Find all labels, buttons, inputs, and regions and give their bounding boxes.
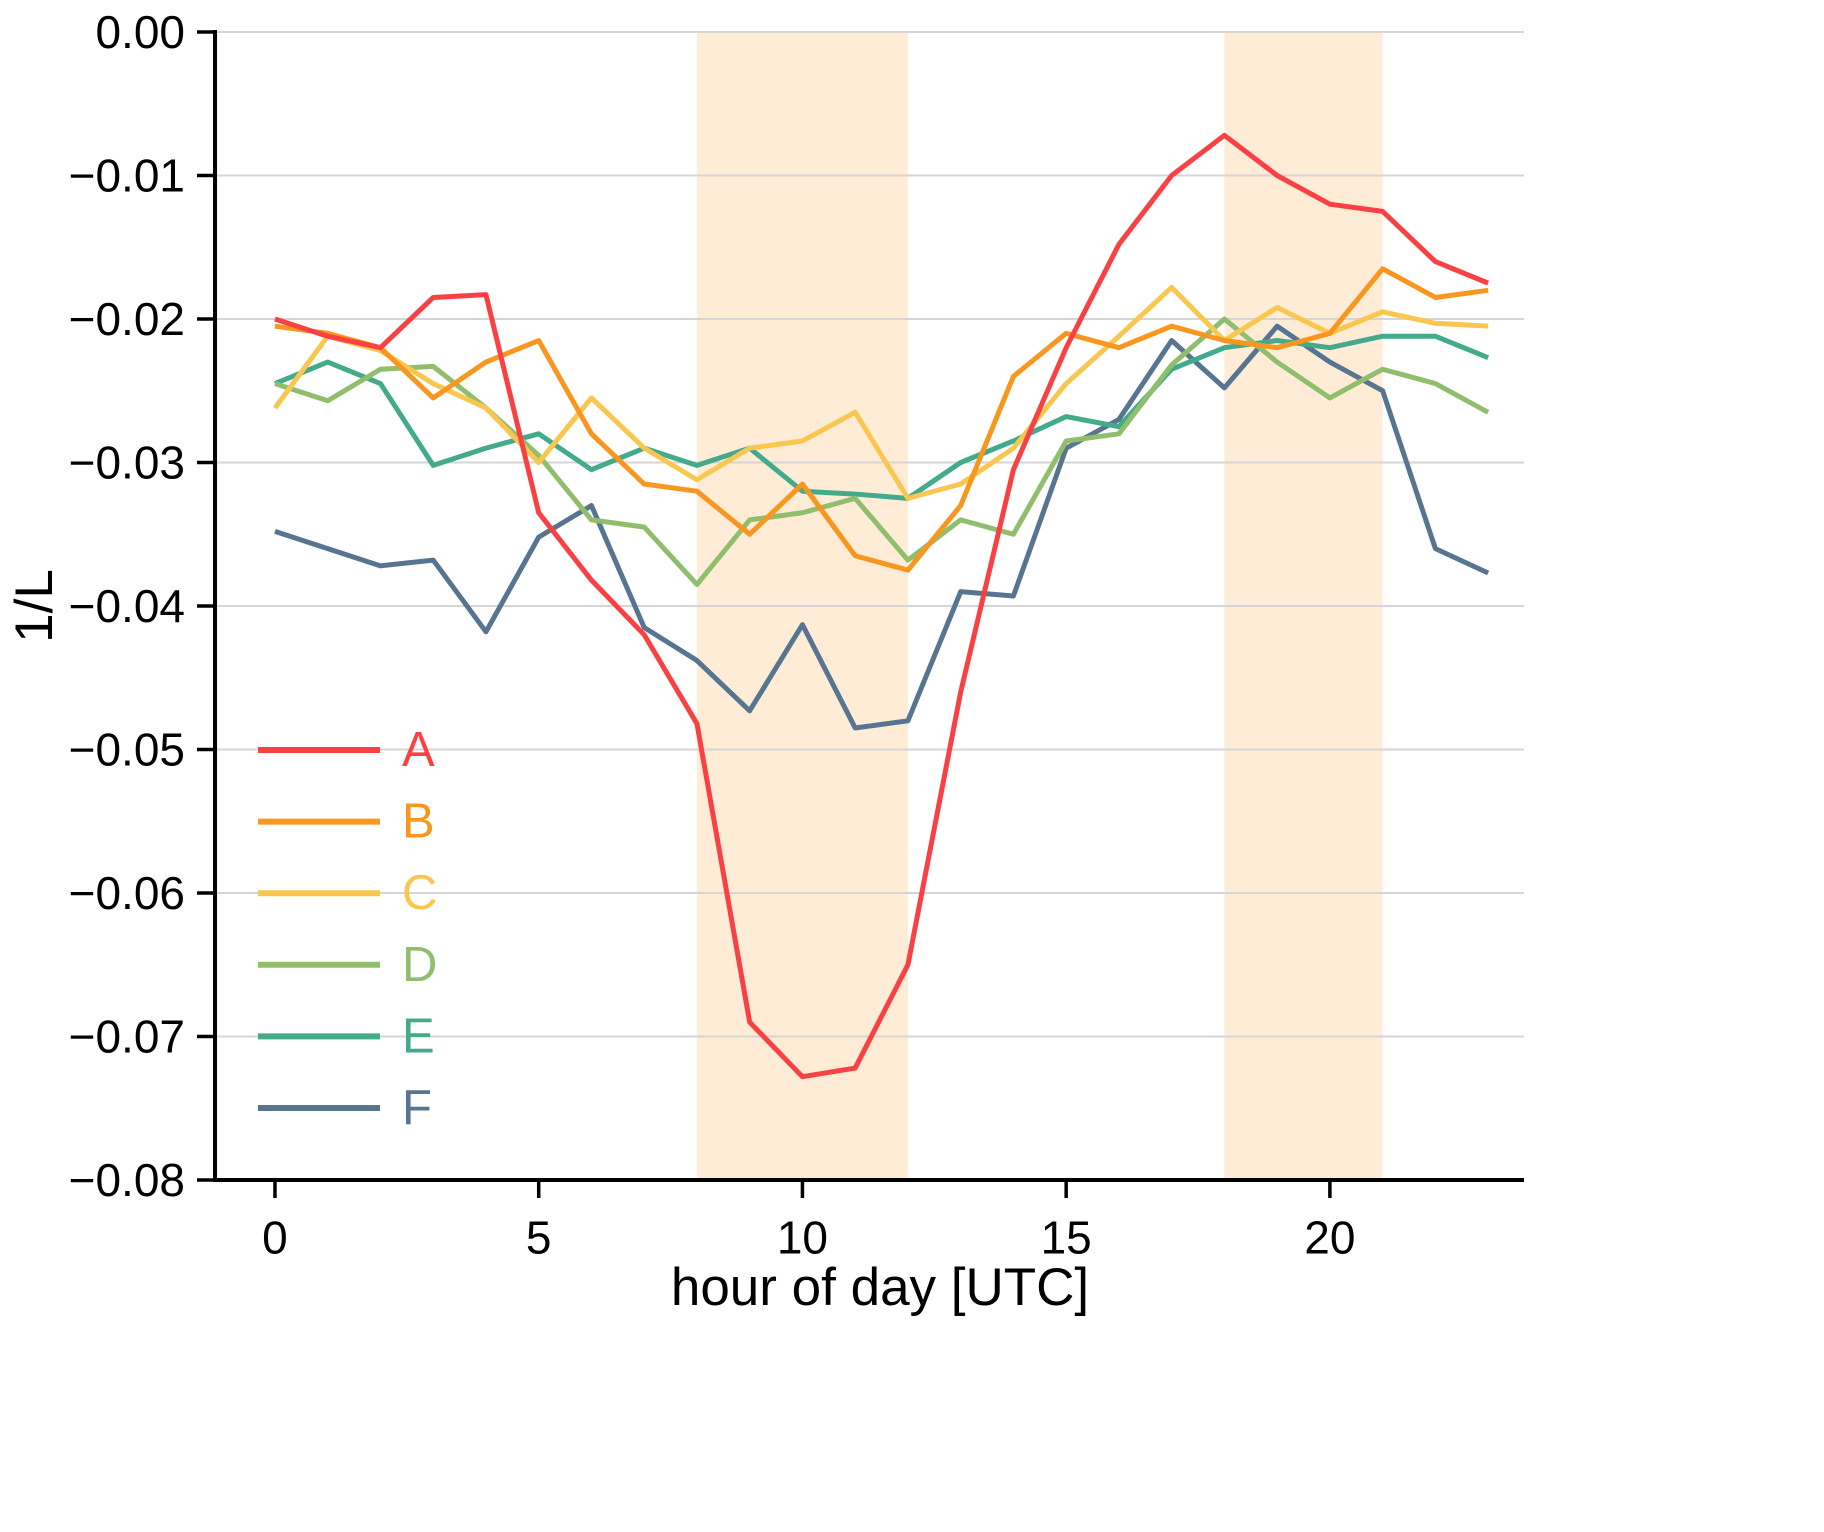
legend-label-A: A <box>402 723 435 777</box>
legend-item-B: B <box>258 795 435 849</box>
y-tick-label: −0.07 <box>69 1011 185 1063</box>
y-tick-label: −0.06 <box>69 867 185 919</box>
x-tick-label: 10 <box>777 1212 828 1264</box>
legend-label-B: B <box>402 795 435 849</box>
y-tick-label: −0.02 <box>69 293 185 345</box>
y-tick-label: −0.05 <box>69 724 185 776</box>
series-line-B <box>274 266 1489 573</box>
legend-item-F: F <box>258 1081 432 1135</box>
x-tick-label: 5 <box>526 1212 552 1264</box>
y-tick-label: −0.08 <box>69 1154 185 1206</box>
legend-item-D: D <box>258 938 437 992</box>
series-line-D <box>274 316 1490 587</box>
series-line-F <box>274 323 1490 731</box>
y-tick-label: −0.04 <box>69 580 185 632</box>
y-tick-label: −0.01 <box>69 150 185 202</box>
x-tick-label: 15 <box>1041 1212 1092 1264</box>
legend-item-E: E <box>258 1009 435 1063</box>
x-tick-label: 20 <box>1304 1212 1355 1264</box>
series-line-E <box>274 333 1490 501</box>
legend-label-E: E <box>402 1009 435 1063</box>
legend-item-A: A <box>258 723 435 777</box>
y-tick-label: 0.00 <box>95 6 185 58</box>
series-lines <box>272 132 1490 1080</box>
tick-labels: 0 5 10 15 20 0.00 −0.01 −0.02 −0.03 −0.04 −0.05 −0.… <box>69 6 1356 1264</box>
legend-label-D: D <box>402 938 437 992</box>
x-axis-label: hour of day [UTC] <box>671 1258 1089 1317</box>
series-line-A <box>274 132 1490 1080</box>
series-line-C <box>272 284 1489 501</box>
y-axis-label: 1/L <box>5 569 64 643</box>
legend-label-F: F <box>402 1081 432 1135</box>
legend-label-C: C <box>402 866 437 920</box>
x-tick-label: 0 <box>262 1212 288 1264</box>
legend-item-C: C <box>258 866 437 920</box>
tick-marks <box>197 30 1332 1198</box>
y-tick-label: −0.03 <box>69 437 185 489</box>
